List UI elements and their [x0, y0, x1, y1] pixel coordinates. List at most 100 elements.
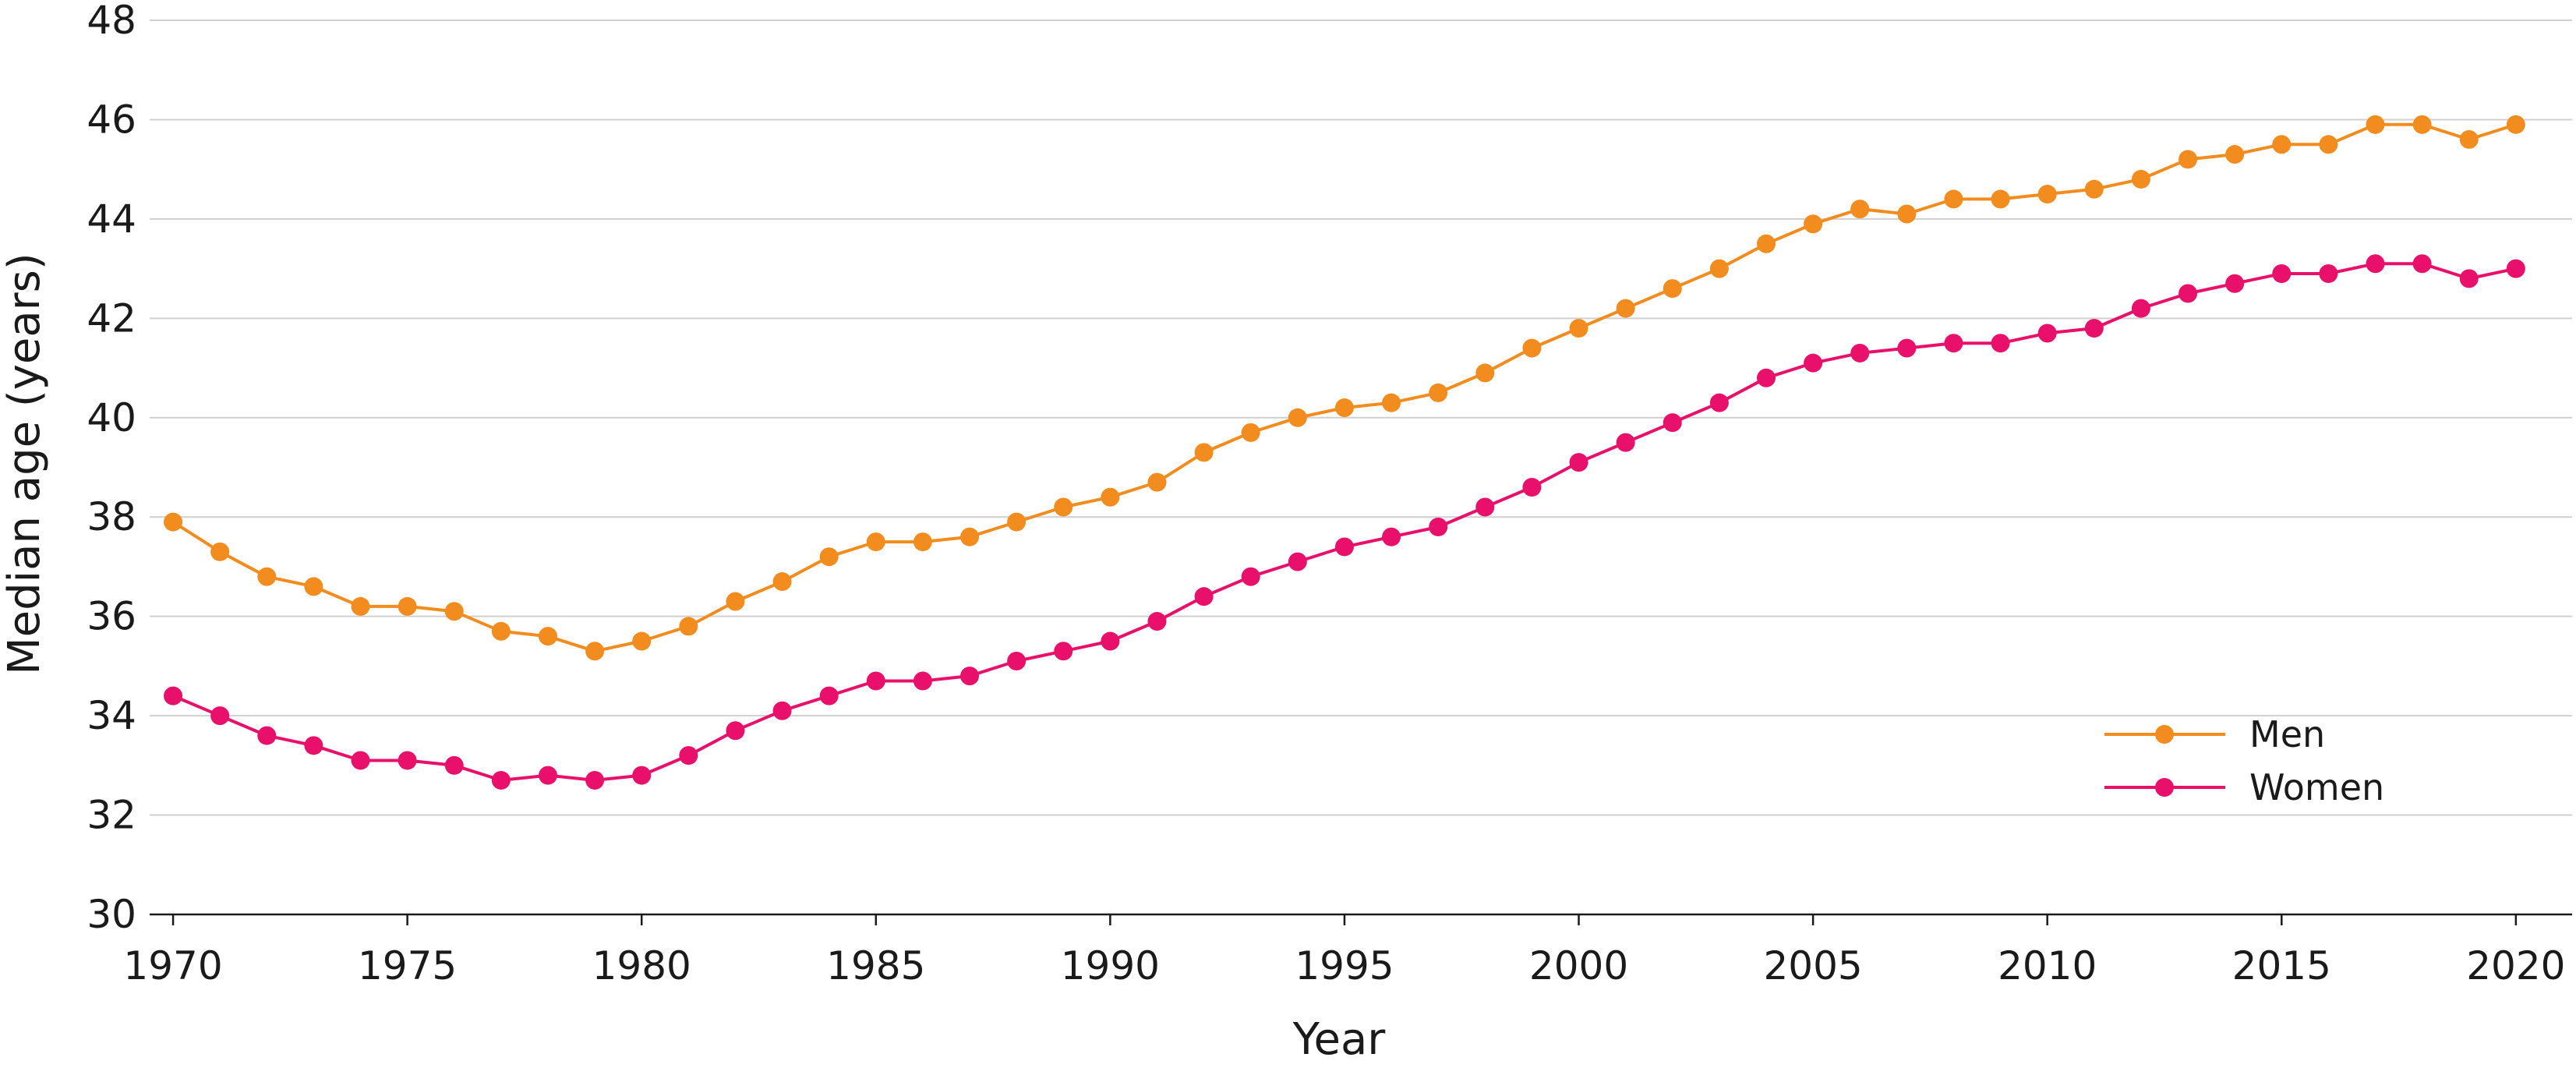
data-point-men-1982 [726, 592, 745, 611]
data-point-women-1993 [1241, 567, 1260, 586]
data-point-men-1998 [1475, 363, 1495, 383]
data-point-men-2001 [1616, 299, 1635, 318]
series-women [164, 254, 2525, 790]
data-point-men-1975 [398, 596, 417, 616]
data-point-men-2007 [1897, 204, 1917, 224]
data-point-women-1972 [257, 726, 277, 745]
data-point-men-1993 [1241, 423, 1260, 442]
data-point-men-2012 [2131, 169, 2150, 189]
data-point-men-2013 [2178, 150, 2198, 169]
data-point-men-2006 [1850, 200, 1870, 219]
data-point-men-2015 [2272, 135, 2292, 154]
data-point-women-1986 [913, 671, 932, 691]
legend-label-men: Men [2249, 713, 2325, 755]
data-point-women-2004 [1757, 368, 1776, 387]
data-point-women-1982 [726, 721, 745, 741]
data-point-women-1998 [1475, 497, 1495, 517]
data-point-men-2011 [2084, 179, 2104, 199]
data-point-men-2002 [1663, 279, 1682, 299]
gridlines [150, 19, 2572, 816]
data-point-women-1992 [1194, 587, 1214, 606]
data-point-men-2000 [1569, 319, 1588, 338]
data-point-men-1992 [1194, 443, 1214, 462]
data-point-women-2020 [2506, 259, 2525, 278]
data-point-women-1984 [819, 686, 839, 706]
data-point-men-1987 [960, 527, 980, 546]
data-point-men-2005 [1804, 214, 1823, 234]
data-point-women-2008 [1944, 334, 1963, 353]
data-point-men-1996 [1382, 393, 1401, 412]
x-tick-label: 2005 [1763, 943, 1862, 988]
series-line-women [172, 262, 2517, 782]
data-point-men-2009 [1991, 189, 2010, 209]
y-tick-label: 30 [87, 892, 136, 937]
series [164, 115, 2525, 790]
y-tick-label: 34 [87, 693, 136, 738]
data-point-women-1997 [1429, 517, 1448, 536]
data-point-women-1970 [164, 686, 183, 706]
x-tick-label: 1990 [1061, 943, 1160, 988]
legend-item-men: Men [2104, 713, 2325, 755]
data-point-men-1978 [538, 627, 557, 646]
y-tick-label: 42 [87, 295, 136, 341]
data-point-women-2018 [2412, 254, 2432, 274]
data-point-men-1984 [819, 547, 839, 567]
legend-marker-men [2155, 725, 2174, 744]
data-point-women-2000 [1569, 453, 1588, 472]
y-tick-labels: 30 32 34 36 38 40 42 44 46 48 [87, 0, 136, 937]
data-point-women-1975 [398, 751, 417, 770]
data-point-women-2005 [1804, 353, 1823, 373]
legend-item-women: Women [2104, 766, 2384, 808]
data-point-men-1990 [1101, 487, 1120, 507]
data-point-men-1974 [351, 596, 370, 616]
series-men [164, 115, 2525, 661]
legend-marker-women [2155, 778, 2174, 797]
legend: Men Women [2104, 713, 2384, 808]
x-tick-labels: 1970 1975 1980 1985 1990 1995 2000 2005 2010 2015… [123, 914, 2565, 988]
data-point-women-2016 [2319, 263, 2338, 283]
data-point-women-1996 [1382, 527, 1401, 546]
data-point-women-1979 [585, 770, 605, 790]
data-point-women-2011 [2084, 319, 2104, 338]
data-point-women-1990 [1101, 631, 1120, 651]
data-point-men-1997 [1429, 383, 1448, 402]
data-point-women-1989 [1054, 642, 1073, 661]
data-point-men-1986 [913, 532, 932, 552]
data-point-women-2015 [2272, 263, 2292, 283]
data-point-women-1991 [1147, 612, 1167, 631]
data-point-men-1989 [1054, 497, 1073, 517]
data-point-women-2009 [1991, 334, 2010, 353]
data-point-women-1980 [632, 766, 652, 785]
y-tick-label: 32 [87, 793, 136, 838]
data-point-women-1994 [1288, 552, 1307, 571]
y-tick-label: 44 [87, 196, 136, 242]
x-tick-label: 1995 [1295, 943, 1394, 988]
data-point-women-1978 [538, 766, 557, 785]
data-point-men-1971 [210, 542, 230, 561]
y-tick-label: 36 [87, 594, 136, 639]
data-point-women-1976 [444, 755, 464, 775]
x-tick-label: 2010 [1998, 943, 2097, 988]
data-point-men-2003 [1709, 259, 1729, 278]
data-point-women-2012 [2131, 299, 2150, 318]
data-point-men-1980 [632, 631, 652, 651]
y-tick-label: 48 [87, 0, 136, 43]
data-point-women-2013 [2178, 284, 2198, 303]
data-point-men-2004 [1757, 234, 1776, 253]
x-tick-label: 2020 [2466, 943, 2565, 988]
data-point-men-1977 [491, 621, 511, 641]
x-axis-title: Year [1292, 1014, 1387, 1065]
data-point-men-2016 [2319, 135, 2338, 154]
data-point-women-1983 [772, 701, 792, 720]
data-point-men-2014 [2225, 145, 2245, 164]
x-tick-label: 1970 [123, 943, 222, 988]
x-tick-label: 2000 [1529, 943, 1628, 988]
data-point-women-2007 [1897, 338, 1917, 358]
data-point-women-2001 [1616, 433, 1635, 452]
data-point-women-2003 [1709, 393, 1729, 412]
x-tick-label: 1985 [826, 943, 925, 988]
data-point-men-1991 [1147, 472, 1167, 492]
legend-label-women: Women [2249, 766, 2384, 808]
data-point-women-1987 [960, 667, 980, 686]
